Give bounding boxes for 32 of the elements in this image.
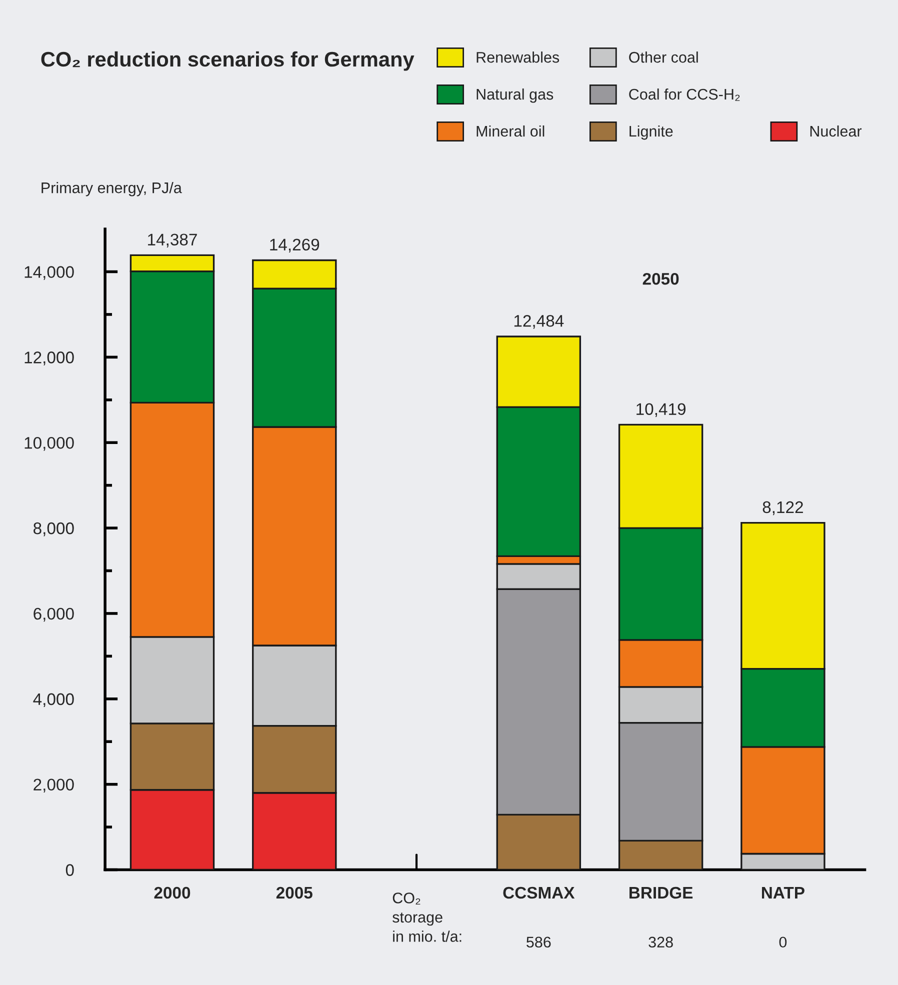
total-label: 12,484 [514, 314, 564, 329]
text: 0 [779, 936, 787, 948]
legend-label: Other coal [629, 52, 698, 63]
x-tick-label: NATP [762, 887, 804, 898]
chart-title: CO₂ reduction scenarios for Germany [41, 51, 414, 71]
y-axis-title: Primary energy, PJ/a [42, 182, 182, 196]
total-label: 14,269 [270, 238, 320, 253]
x-tick-label: 2005 [276, 886, 312, 899]
total-label: 14,387 [148, 234, 197, 248]
total-label: 8,122 [762, 501, 803, 516]
x-tick-label: 2000 [154, 886, 190, 899]
text: 586 [526, 936, 551, 948]
y-tick-label: 8,000 [34, 522, 74, 536]
y-tick-label: 4,000 [33, 693, 74, 708]
total-label: 10,419 [636, 403, 686, 417]
x-tick-label: CCSMAX [503, 886, 575, 899]
x-tick-label: BRIDGE [630, 886, 693, 899]
y-tick-label: 0 [66, 864, 74, 876]
text: 328 [648, 936, 673, 948]
y-tick-label: 10,000 [24, 436, 74, 451]
legend-label: Nuclear [810, 125, 862, 137]
legend-label: Mineral oil [476, 125, 544, 137]
y-tick-label: 2,000 [34, 778, 74, 792]
legend-label: Renewables [476, 52, 560, 63]
y-tick-label: 14,000 [24, 266, 74, 280]
y-tick-label: 12,000 [24, 352, 74, 366]
legend-label: Natural gas [476, 88, 554, 103]
text: CO₂ storage in mio. t/a: [392, 892, 462, 942]
legend-label: Coal for CCS-H₂ [629, 88, 740, 101]
annotation: 2050 [642, 272, 679, 285]
legend-label: Lignite [630, 125, 673, 140]
y-tick-label: 6,000 [34, 608, 74, 622]
